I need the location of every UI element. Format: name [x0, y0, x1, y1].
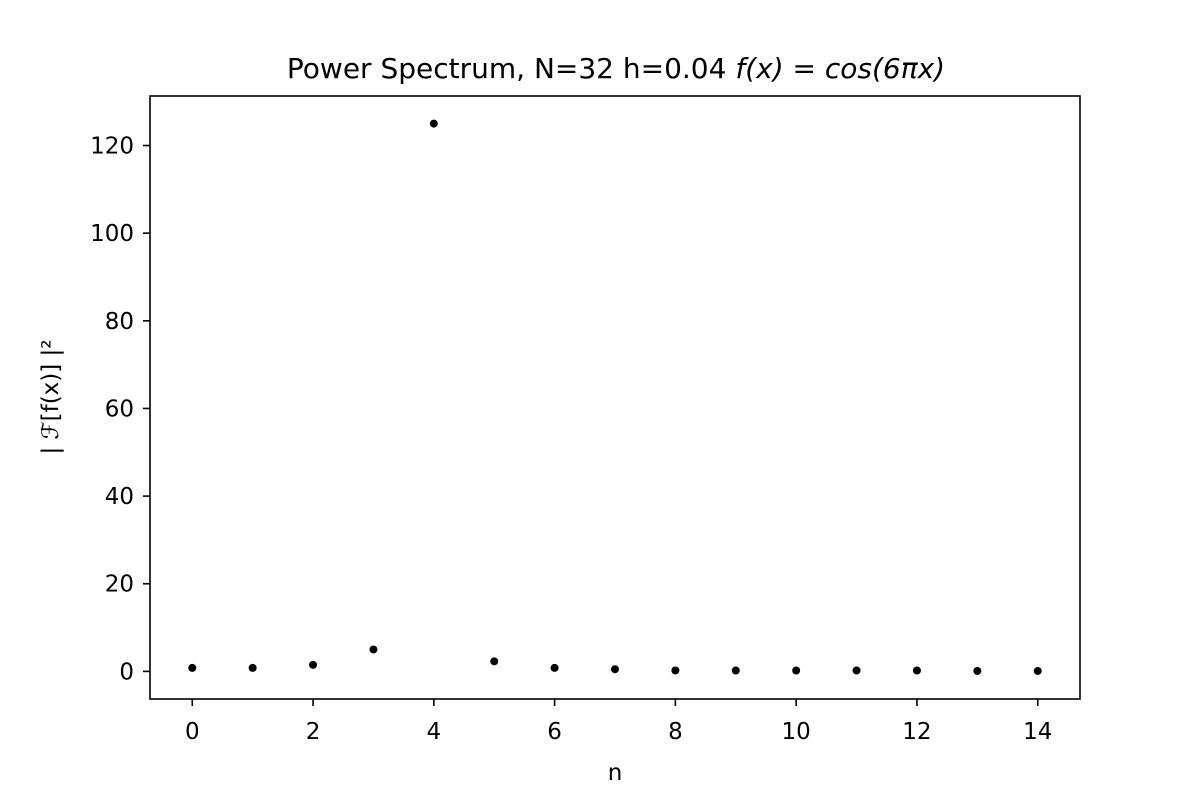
y-tick-label: 0 — [119, 659, 134, 685]
y-axis-label: | ℱ[f(x)] |² — [38, 339, 64, 454]
y-tick-label: 100 — [90, 221, 134, 247]
plot-area: 0 2 4 6 8 10 12 14 0 20 40 60 80 100 120 — [90, 119, 1052, 745]
data-point — [369, 645, 378, 654]
data-point — [852, 666, 861, 675]
y-tick-label: 120 — [90, 134, 134, 160]
data-point — [490, 657, 499, 666]
y-tick-label: 80 — [105, 309, 134, 335]
x-tick-label: 4 — [427, 719, 442, 745]
data-point — [671, 666, 680, 675]
y-tick-label: 60 — [105, 396, 134, 422]
x-tick-label: 12 — [902, 719, 931, 745]
data-point — [611, 665, 619, 674]
data-point — [912, 666, 921, 675]
x-tick-label: 14 — [1023, 719, 1052, 745]
chart-title: Power Spectrum, N=32 h=0.04 f(x) = cos(6… — [287, 52, 945, 85]
x-tick-label: 10 — [782, 719, 811, 745]
x-tick-label: 0 — [185, 719, 200, 745]
data-point — [1033, 666, 1042, 675]
y-tick-label: 20 — [105, 572, 134, 598]
plot-frame — [149, 95, 1081, 700]
data-point — [731, 666, 740, 675]
chart-title-main: Power Spectrum, N=32 h=0.04 — [287, 52, 735, 85]
data-point — [309, 660, 318, 669]
x-tick-label: 8 — [668, 719, 683, 745]
y-tick-label: 40 — [105, 484, 134, 510]
data-point — [550, 663, 559, 672]
x-tick-label: 2 — [306, 719, 321, 745]
data-point — [973, 666, 982, 675]
chart-title-math: f(x) = cos(6πx) — [735, 52, 945, 85]
data-point — [188, 663, 197, 672]
data-point — [248, 663, 257, 672]
data-point — [792, 666, 801, 675]
x-tick-label: 6 — [547, 719, 562, 745]
data-point — [429, 119, 438, 128]
x-axis-label: n — [608, 760, 623, 786]
